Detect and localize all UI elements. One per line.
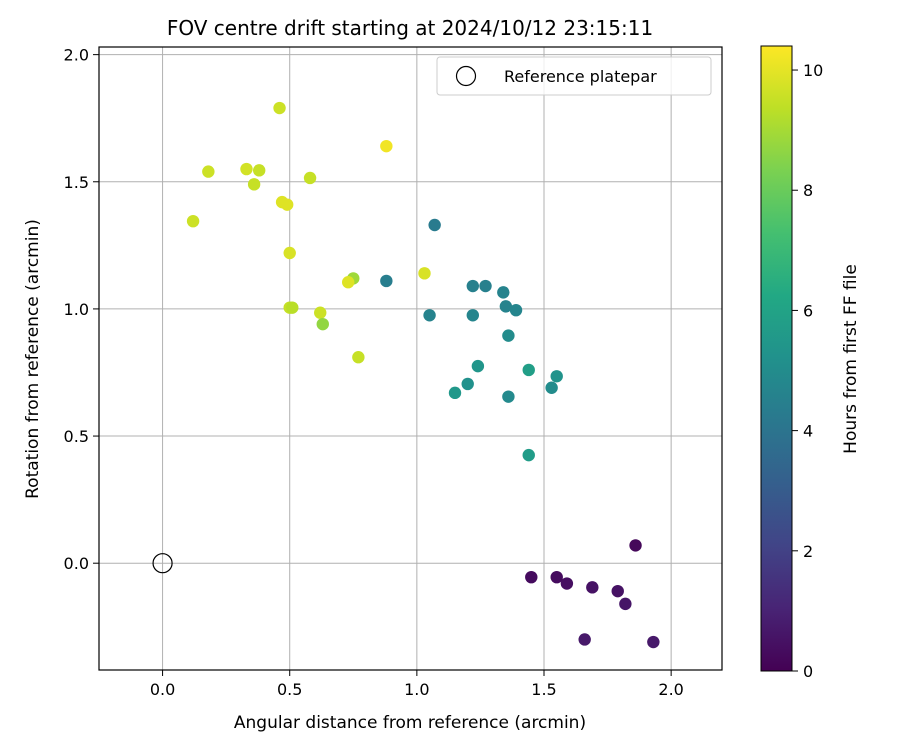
data-point: [253, 164, 266, 177]
data-point: [629, 539, 642, 552]
x-axis: 0.0 0.5 1.0 1.5 2.0: [150, 670, 684, 699]
y-axis: 0.0 0.5 1.0 1.5 2.0: [64, 46, 99, 573]
y-tick-label: 1.5: [64, 173, 89, 192]
data-point: [578, 633, 591, 646]
colorbar-tick-label: 6: [803, 301, 813, 320]
data-point: [423, 309, 436, 322]
data-point: [525, 570, 538, 584]
x-tick-label: 0.0: [150, 680, 175, 699]
colorbar-gradient: [760, 45, 793, 672]
data-point: [611, 584, 624, 598]
colorbar-tick-label: 8: [803, 181, 813, 200]
data-point: [550, 570, 563, 584]
reference-marker: [152, 553, 173, 574]
data-point: [240, 162, 253, 176]
x-tick-label: 1.0: [404, 680, 429, 699]
plot-frame: [98, 46, 723, 671]
legend: Reference platepar: [436, 56, 712, 96]
grid: [99, 47, 722, 670]
data-point: [448, 386, 462, 400]
x-axis-title: Angular distance from reference (arcmin): [234, 713, 586, 733]
data-point: [380, 139, 393, 153]
colorbar-tick-label: 2: [803, 542, 813, 561]
y-axis-title: Rotation from reference (arcmin): [23, 219, 43, 499]
y-tick-label: 1.0: [64, 300, 89, 319]
data-point: [286, 301, 299, 314]
colorbar-ticks: 0 2 4 6 8 10: [792, 61, 823, 681]
colorbar-tick-label: 10: [803, 61, 823, 80]
colorbar-tick-label: 4: [803, 422, 813, 441]
data-point: [418, 267, 431, 280]
data-point: [497, 286, 510, 299]
data-point: [466, 309, 479, 322]
data-point: [314, 306, 327, 319]
data-point: [550, 370, 563, 383]
y-tick-label: 0.5: [64, 427, 89, 446]
colorbar-title: Hours from first FF file: [841, 264, 861, 454]
data-point: [273, 101, 286, 115]
data-point: [522, 363, 535, 377]
y-tick-label: 0.0: [64, 554, 89, 573]
x-tick-label: 1.5: [531, 680, 556, 699]
data-point: [380, 274, 393, 288]
data-point: [471, 359, 485, 373]
colorbar-tick-label: 0: [803, 662, 813, 681]
data-point: [586, 581, 599, 594]
data-point: [647, 635, 660, 649]
data-point: [342, 276, 355, 289]
data-point: [466, 279, 479, 293]
data-point: [479, 279, 492, 293]
data-point: [461, 377, 474, 391]
data-point: [560, 577, 574, 590]
data-point: [303, 171, 317, 185]
data-point: [352, 351, 365, 364]
data-point: [428, 218, 441, 232]
data-point: [502, 390, 515, 403]
y-tick-label: 2.0: [64, 46, 89, 65]
legend-box: [436, 56, 712, 96]
data-point: [280, 198, 294, 211]
legend-marker-reference: [455, 65, 477, 87]
data-point: [186, 214, 200, 228]
x-tick-label: 0.5: [277, 680, 302, 699]
colorbar: 0 2 4 6 8 10 Hours from first FF file: [760, 45, 861, 681]
x-tick-label: 2.0: [658, 680, 683, 699]
data-point: [202, 165, 215, 178]
chart-title: FOV centre drift starting at 2024/10/12 …: [167, 16, 653, 40]
data-points: [152, 101, 660, 649]
data-point: [522, 448, 535, 462]
data-point: [509, 303, 523, 317]
data-point: [545, 381, 558, 394]
data-point: [619, 597, 632, 611]
data-point: [247, 178, 261, 191]
data-point: [283, 246, 296, 260]
data-point: [502, 329, 515, 342]
data-point: [499, 300, 513, 313]
data-point: [316, 317, 329, 331]
legend-label-reference: Reference platepar: [504, 67, 657, 86]
